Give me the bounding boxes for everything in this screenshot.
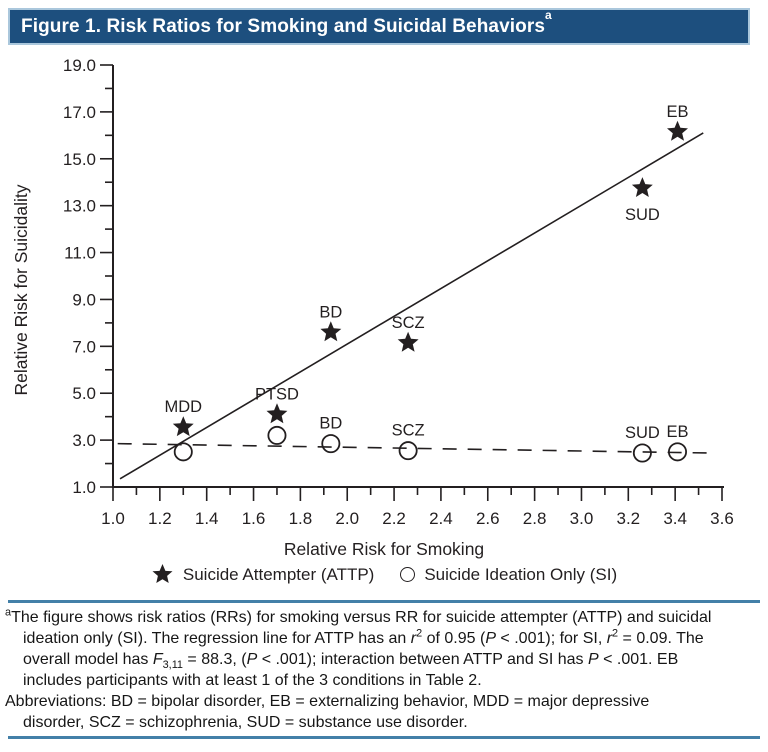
si-circle-marker <box>667 442 687 462</box>
footnote-line: includes participants with at least 1 of… <box>23 672 482 689</box>
legend-label-attp: Suicide Attempter (ATTP) <box>182 564 375 584</box>
x-tick-label: 1.6 <box>242 509 266 528</box>
y-tick-label: 15.0 <box>63 150 96 169</box>
x-tick-label: 3.0 <box>570 509 594 528</box>
x-tick-label: 2.6 <box>476 509 500 528</box>
si-circle-marker <box>321 434 341 454</box>
si-circle-marker <box>398 441 418 461</box>
footnote-line: ideation only (SI). The regression line … <box>23 627 704 647</box>
legend-label-si: Suicide Ideation Only (SI) <box>424 564 618 584</box>
point-label: BD <box>319 415 342 433</box>
x-tick-label: 2.2 <box>382 509 406 528</box>
y-tick-label: 5.0 <box>72 384 96 403</box>
point-label: PTSD <box>255 385 299 403</box>
x-tick-label: 1.2 <box>148 509 172 528</box>
point-label: SCZ <box>392 314 425 332</box>
attp-star-marker <box>320 321 342 342</box>
figure-title: Figure 1. Risk Ratios for Smoking and Su… <box>21 8 552 37</box>
x-tick-label: 2.4 <box>429 509 453 528</box>
point-label: SCZ <box>392 422 425 440</box>
x-tick-label: 3.4 <box>663 509 687 528</box>
divider-rule-top <box>8 600 760 603</box>
x-tick-label: 1.0 <box>101 509 125 528</box>
si-circle-marker <box>267 425 287 445</box>
figure-title-bar: Figure 1. Risk Ratios for Smoking and Su… <box>8 8 750 45</box>
attp-star-marker <box>631 177 653 197</box>
circle-icon <box>400 567 416 582</box>
divider-rule-bottom <box>8 736 760 739</box>
y-tick-label: 1.0 <box>72 478 96 497</box>
footnote-line: disorder, SCZ = schizophrenia, SUD = sub… <box>23 714 468 731</box>
solid-regression-line <box>119 132 704 480</box>
x-tick-label: 1.4 <box>195 509 219 528</box>
point-label: EB <box>666 423 688 441</box>
y-tick-label: 9.0 <box>72 290 96 309</box>
x-tick-label: 3.2 <box>616 509 640 528</box>
dashed-regression-line <box>117 442 708 454</box>
si-circle-marker <box>632 443 652 463</box>
y-tick-label: 19.0 <box>63 56 96 75</box>
figure-title-superscript: a <box>545 8 552 23</box>
y-axis-label: Relative Risk for Suicidality <box>11 184 31 395</box>
figure-footnote: aThe figure shows risk ratios (RRs) for … <box>5 607 763 733</box>
point-label: MDD <box>164 398 202 416</box>
legend-item-attp: Suicide Attempter (ATTP) <box>151 563 374 586</box>
x-tick-label: 2.8 <box>523 509 547 528</box>
x-tick-label: 3.6 <box>710 509 734 528</box>
y-tick-label: 7.0 <box>72 337 96 356</box>
point-label: EB <box>666 103 688 121</box>
scatter-plot: 1.0 3.0 5.0 7.0 9.0 11.0 13.0 15.0 17.0 19.0 1.0 1.… <box>11 56 734 559</box>
attp-star-marker <box>397 331 419 352</box>
footnote-line: aThe figure shows risk ratios (RRs) for … <box>5 606 712 626</box>
point-label: SUD <box>625 424 660 442</box>
y-tick-label: 3.0 <box>72 431 96 450</box>
x-tick-label: 2.0 <box>335 509 359 528</box>
y-tick-label: 17.0 <box>63 103 96 122</box>
legend-item-si: Suicide Ideation Only (SI) <box>400 565 617 585</box>
y-tick-label: 13.0 <box>63 197 96 216</box>
chart-legend: Suicide Attempter (ATTP) Suicide Ideatio… <box>0 563 768 586</box>
attp-star-marker <box>667 120 688 141</box>
attp-star-marker <box>172 416 194 437</box>
x-axis-label: Relative Risk for Smoking <box>284 539 484 559</box>
star-icon <box>152 564 173 583</box>
y-tick-label: 11.0 <box>64 244 96 263</box>
footnote-line: overall model has F3,11 = 88.3, (P < .00… <box>23 651 679 672</box>
point-label: BD <box>319 303 342 321</box>
x-tick-label: 1.8 <box>289 509 313 528</box>
si-circle-marker <box>173 442 193 462</box>
point-label: SUD <box>625 206 660 224</box>
footnote-line: Abbreviations: BD = bipolar disorder, EB… <box>5 693 650 710</box>
attp-star-marker <box>266 403 288 424</box>
